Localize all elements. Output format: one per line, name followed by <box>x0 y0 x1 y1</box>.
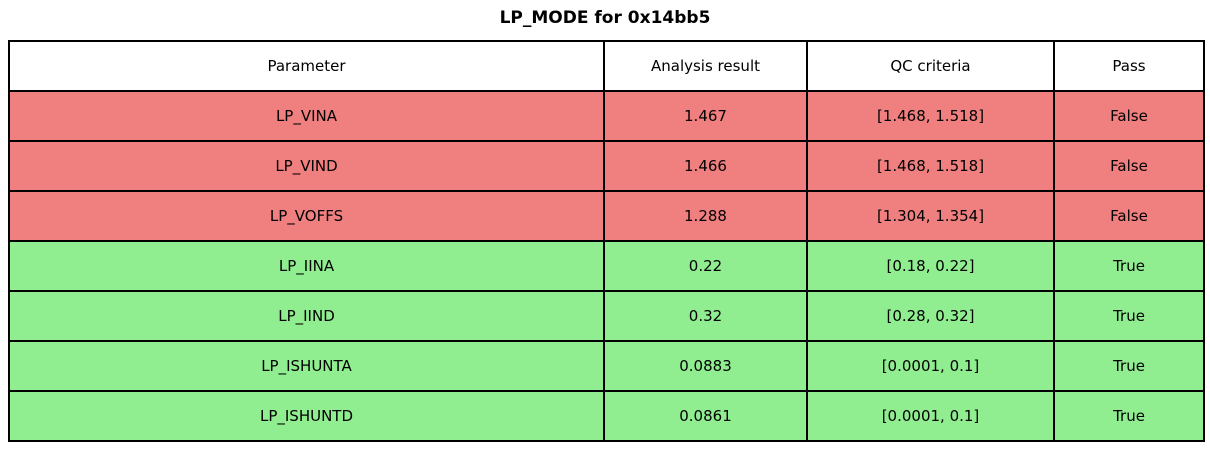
cell-pass: False <box>1053 190 1205 242</box>
page-title: LP_MODE for 0x14bb5 <box>499 8 711 28</box>
cell-pass: True <box>1053 390 1205 442</box>
cell-analysis-result: 0.32 <box>603 290 808 342</box>
header-row: Parameter Analysis result QC criteria Pa… <box>8 40 1205 92</box>
cell-qc-criteria: [1.468, 1.518] <box>806 90 1055 142</box>
cell-pass: True <box>1053 240 1205 292</box>
column-header-analysis-result: Analysis result <box>603 40 808 92</box>
cell-qc-criteria: [0.0001, 0.1] <box>806 390 1055 442</box>
cell-qc-criteria: [0.0001, 0.1] <box>806 340 1055 392</box>
cell-pass: False <box>1053 90 1205 142</box>
cell-analysis-result: 0.22 <box>603 240 808 292</box>
cell-pass: True <box>1053 340 1205 392</box>
cell-analysis-result: 0.0861 <box>603 390 808 442</box>
column-header-parameter: Parameter <box>8 40 605 92</box>
cell-qc-criteria: [1.468, 1.518] <box>806 140 1055 192</box>
table-row: LP_VINA 1.467 [1.468, 1.518] False <box>8 90 1205 142</box>
cell-analysis-result: 0.0883 <box>603 340 808 392</box>
table-row: LP_VIND 1.466 [1.468, 1.518] False <box>8 140 1205 192</box>
table-row: LP_IIND 0.32 [0.28, 0.32] True <box>8 290 1205 342</box>
column-header-qc-criteria: QC criteria <box>806 40 1055 92</box>
qc-report-figure: LP_MODE for 0x14bb5 Parameter Analysis r… <box>0 7 1210 442</box>
cell-parameter: LP_VINA <box>8 90 605 142</box>
qc-table: Parameter Analysis result QC criteria Pa… <box>8 40 1205 442</box>
cell-qc-criteria: [0.18, 0.22] <box>806 240 1055 292</box>
cell-parameter: LP_ISHUNTA <box>8 340 605 392</box>
column-header-pass: Pass <box>1053 40 1205 92</box>
cell-parameter: LP_ISHUNTD <box>8 390 605 442</box>
table-row: LP_ISHUNTA 0.0883 [0.0001, 0.1] True <box>8 340 1205 392</box>
cell-pass: False <box>1053 140 1205 192</box>
table-row: LP_VOFFS 1.288 [1.304, 1.354] False <box>8 190 1205 242</box>
table-row: LP_IINA 0.22 [0.18, 0.22] True <box>8 240 1205 292</box>
cell-pass: True <box>1053 290 1205 342</box>
cell-qc-criteria: [1.304, 1.354] <box>806 190 1055 242</box>
cell-parameter: LP_VOFFS <box>8 190 605 242</box>
cell-analysis-result: 1.466 <box>603 140 808 192</box>
cell-analysis-result: 1.467 <box>603 90 808 142</box>
cell-qc-criteria: [0.28, 0.32] <box>806 290 1055 342</box>
cell-analysis-result: 1.288 <box>603 190 808 242</box>
table-row: LP_ISHUNTD 0.0861 [0.0001, 0.1] True <box>8 390 1205 442</box>
cell-parameter: LP_VIND <box>8 140 605 192</box>
cell-parameter: LP_IIND <box>8 290 605 342</box>
cell-parameter: LP_IINA <box>8 240 605 292</box>
